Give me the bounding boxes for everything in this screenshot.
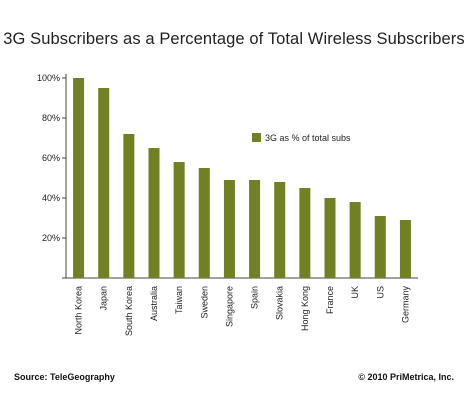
- y-tick-label: 80%: [42, 113, 60, 123]
- x-tick-label: Taiwan: [174, 286, 184, 314]
- bar: [274, 182, 286, 278]
- y-tick-label: 20%: [42, 233, 60, 243]
- bar: [173, 162, 185, 278]
- x-tick-label: Japan: [99, 286, 109, 311]
- x-tick-label: US: [375, 286, 385, 299]
- bar: [148, 148, 160, 278]
- x-tick-label: Slovakia: [275, 286, 285, 320]
- bar: [249, 180, 261, 278]
- y-tick-label: 40%: [42, 193, 60, 203]
- x-tick-labels: North Korea Japan South Korea Australia Taiw…: [74, 286, 411, 337]
- y-tick-label: 100%: [37, 73, 60, 83]
- x-tick-label: Singapore: [224, 286, 234, 327]
- legend: 3G as % of total subs: [252, 133, 351, 143]
- bar: [98, 88, 110, 278]
- x-tick-label: Sweden: [199, 286, 209, 319]
- x-tick-label: France: [325, 286, 335, 314]
- bars: [73, 78, 411, 278]
- x-tick-label: Hong Kong: [300, 286, 310, 331]
- bar: [399, 220, 411, 278]
- legend-label: 3G as % of total subs: [265, 133, 351, 143]
- bar: [123, 134, 135, 278]
- x-tick-label: UK: [350, 286, 360, 299]
- source-note: Source: TeleGeography: [14, 372, 115, 382]
- bar: [299, 188, 311, 278]
- y-tick-label: 60%: [42, 153, 60, 163]
- bar: [198, 168, 210, 278]
- x-tick-label: North Korea: [74, 286, 84, 335]
- x-tick-label: Australia: [149, 286, 159, 321]
- x-tick-label: South Korea: [124, 286, 134, 336]
- bar: [374, 216, 386, 278]
- bar: [73, 78, 85, 278]
- legend-swatch: [252, 133, 261, 142]
- x-tick-label: Germany: [400, 286, 410, 324]
- bar: [223, 180, 235, 278]
- copyright-note: © 2010 PriMetrica, Inc.: [358, 372, 454, 382]
- bar: [324, 198, 336, 278]
- bar: [349, 202, 361, 278]
- chart-title: 3G Subscribers as a Percentage of Total …: [3, 30, 465, 48]
- x-tick-label: Spain: [250, 286, 260, 309]
